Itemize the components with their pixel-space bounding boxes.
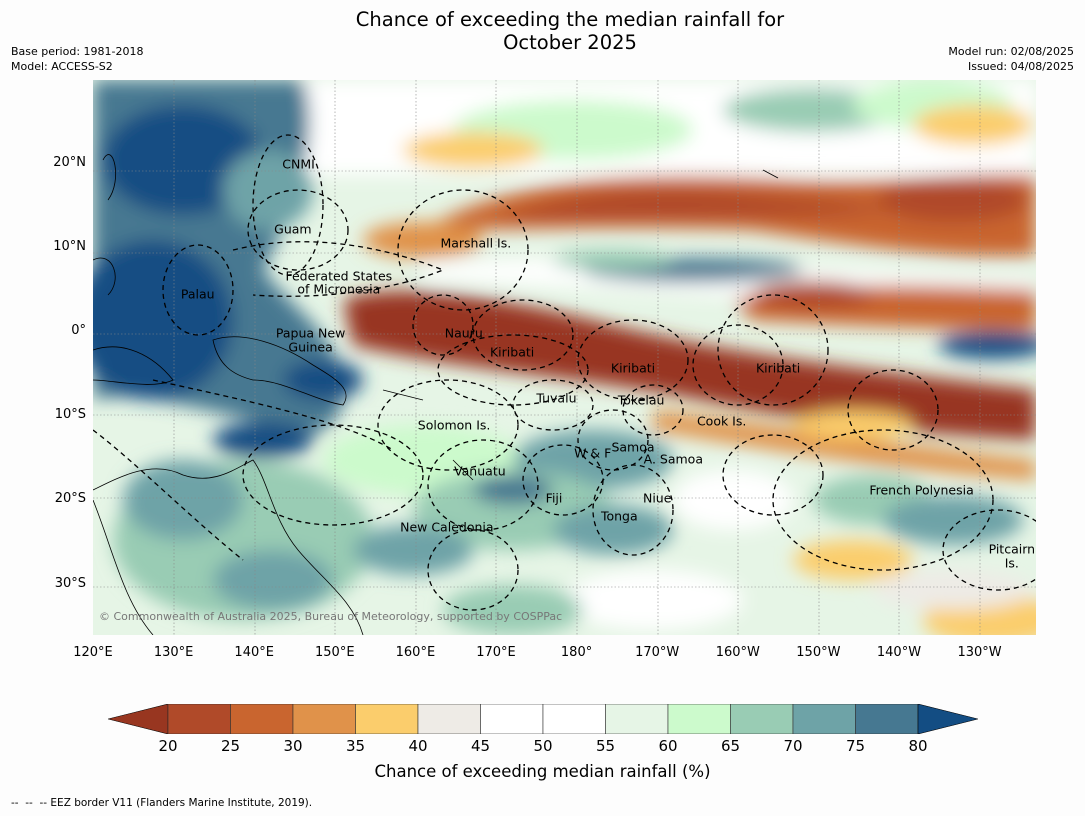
region-label: W & F: [574, 445, 612, 461]
colorbar-tick-label: 75: [845, 737, 866, 755]
chart-title: Chance of exceeding the median rainfall …: [0, 8, 1085, 54]
lon-tick-label: 130°E: [153, 645, 194, 660]
colorbar-tick-label: 20: [158, 737, 178, 755]
region-label: of Micronesia: [297, 281, 381, 297]
colorbar-cell: [167, 704, 231, 734]
colorbar: [108, 704, 978, 734]
lon-tick-label: 130°W: [957, 645, 1002, 660]
lon-tick-label: 140°W: [876, 645, 922, 660]
region-label: Kiribati: [755, 360, 801, 376]
model-name: Model: ACCESS-S2: [11, 60, 113, 73]
lon-tick-label: 120°E: [73, 645, 113, 660]
colorbar-cell: [355, 704, 419, 734]
lon-tick-label: 140°E: [234, 645, 274, 660]
region-label: New Caledonia: [400, 519, 494, 535]
colorbar-tick-label: 35: [345, 737, 366, 755]
colorbar-tick-label: 65: [720, 737, 741, 755]
colorbar-tick-label: 25: [220, 737, 241, 755]
colorbar-tick-label: 30: [283, 737, 303, 755]
colorbar-under-arrow: [108, 704, 169, 734]
region-label: Marshall Is.: [440, 235, 512, 251]
region-label: CNMI: [282, 156, 315, 172]
region-label: Papua New: [275, 325, 346, 341]
colorbar-cell: [730, 704, 794, 734]
region-label: Kiribati: [610, 360, 656, 376]
copyright-notice: © Commonwealth of Australia 2025, Bureau…: [99, 610, 563, 623]
coastlines: [93, 154, 779, 635]
region-label: Is.: [1004, 555, 1019, 571]
region-label: Kiribati: [489, 344, 535, 360]
colorbar-cell: [542, 704, 606, 734]
region-label: Solomon Is.: [417, 417, 491, 433]
colorbar-cell: [417, 704, 481, 734]
lon-tick-label: 150°W: [796, 645, 841, 660]
region-label: Tonga: [600, 508, 638, 524]
lat-tick-label: 20°S: [54, 491, 86, 507]
region-label: Samoa: [611, 439, 655, 455]
meta-right: Model run: 02/08/2025 Issued: 04/08/2025: [948, 44, 1074, 74]
lat-tick-label: 30°S: [54, 575, 86, 591]
lon-tick-label: 180°: [560, 645, 593, 660]
rainfall-map: [93, 80, 1036, 635]
region-label: Federated States: [285, 268, 393, 284]
colorbar-cell: [605, 704, 669, 734]
colorbar-tick-label: 70: [783, 737, 803, 755]
base-period: Base period: 1981-2018: [11, 45, 144, 58]
region-label: A. Samoa: [643, 451, 703, 467]
lon-tick-label: 170°E: [476, 645, 516, 660]
lat-tick-label: 20°N: [53, 155, 86, 171]
title-line-1: Chance of exceeding the median rainfall …: [355, 8, 785, 31]
map-canvas: [93, 80, 1036, 635]
colorbar-tick-label: 50: [533, 737, 553, 755]
region-label: Vanuatu: [454, 463, 506, 479]
colorbar-cell: [855, 704, 919, 734]
colorbar-over-arrow: [917, 704, 978, 734]
lon-tick-label: 160°W: [715, 645, 760, 660]
lon-tick-label: 160°E: [395, 645, 436, 660]
region-label: Pitcairn: [988, 541, 1036, 557]
region-label: Nauru: [444, 325, 483, 341]
rainfall-field: [93, 80, 1036, 635]
region-label: French Polynesia: [869, 482, 974, 498]
lat-tick-label: 10°S: [54, 407, 86, 423]
region-label: Guam: [274, 221, 312, 237]
colorbar-tick-label: 55: [595, 737, 616, 755]
eez-borders: [93, 134, 1036, 611]
colorbar-cell: [480, 704, 544, 734]
lat-tick-label: 10°N: [53, 239, 86, 255]
meta-left: Base period: 1981-2018 Model: ACCESS-S2: [11, 44, 143, 74]
colorbar-tick-label: 45: [470, 737, 491, 755]
colorbar-cell: [667, 704, 731, 734]
region-label: Cook Is.: [696, 413, 747, 429]
region-label: Guinea: [288, 339, 333, 355]
region-label: Fiji: [545, 490, 563, 506]
lon-tick-label: 170°W: [635, 645, 680, 660]
region-label: Tuvalu: [536, 390, 577, 406]
lon-tick-label: 150°E: [315, 645, 355, 660]
region-label: Palau: [180, 286, 215, 302]
issued-date: Issued: 04/08/2025: [967, 60, 1074, 73]
colorbar-tick-label: 80: [908, 737, 928, 755]
title-line-2: October 2025: [503, 31, 637, 54]
colorbar-cell: [292, 704, 356, 734]
colorbar-cell: [230, 704, 294, 734]
colorbar-label: Chance of exceeding median rainfall (%): [374, 762, 711, 781]
region-label: Tokelau: [617, 392, 665, 408]
eez-legend-note: -- -- -- EEZ border V11 (Flanders Marine…: [11, 797, 313, 809]
region-label: Niue: [642, 490, 672, 506]
lat-tick-label: 0°: [71, 323, 86, 339]
graticule: [93, 80, 1036, 635]
colorbar-tick-label: 60: [658, 737, 678, 755]
colorbar-cell: [792, 704, 856, 734]
model-run: Model run: 02/08/2025: [948, 45, 1074, 58]
colorbar-tick-label: 40: [408, 737, 428, 755]
